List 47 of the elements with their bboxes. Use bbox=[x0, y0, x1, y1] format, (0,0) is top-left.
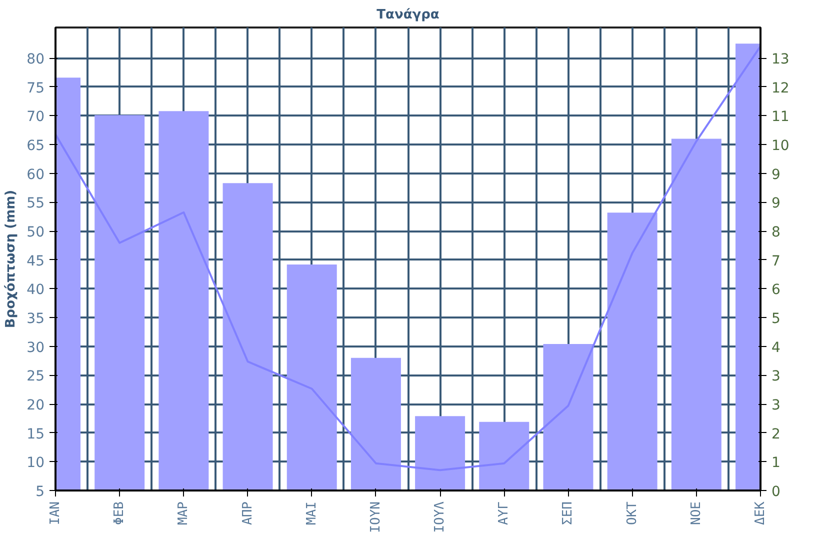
y2-tick-label: 11 bbox=[772, 109, 790, 126]
y-tick-label: 15 bbox=[26, 426, 45, 442]
line-series bbox=[56, 45, 760, 472]
y2-tick-label: 1 bbox=[772, 455, 780, 472]
y-tick-label: 60 bbox=[26, 166, 45, 183]
x-tick-label: ΝΟΕ bbox=[688, 501, 704, 525]
x-tick-label: ΙΟΥΝ bbox=[368, 501, 384, 533]
y-tick-label: 70 bbox=[26, 109, 45, 126]
x-tick-label: ΣΕΠ bbox=[560, 501, 576, 525]
y2-tick-label: 5 bbox=[772, 311, 780, 328]
y-tick-label: 10 bbox=[26, 455, 45, 472]
y-tick-label: 75 bbox=[26, 80, 45, 96]
y2-tick-label: 3 bbox=[772, 398, 780, 414]
x-tick-label: ΔΕΚ bbox=[753, 501, 768, 525]
x-tick-label: ΜΑΡ bbox=[176, 501, 192, 525]
x-tick-label: ΜΑΙ bbox=[304, 501, 320, 525]
y-tick-label: 45 bbox=[26, 253, 45, 270]
y-tick-label: 35 bbox=[26, 311, 45, 328]
y-tick-label: 25 bbox=[26, 368, 45, 385]
y2-tick-label: 7 bbox=[772, 253, 780, 270]
y2-tick-label: 6 bbox=[772, 282, 780, 298]
y-tick-label: 80 bbox=[26, 52, 45, 68]
y2-tick-label: 9 bbox=[772, 166, 780, 183]
y-tick-label: 55 bbox=[26, 196, 45, 212]
x-tick-label: ΦΕΒ bbox=[112, 501, 128, 525]
y-tick-label: 30 bbox=[26, 340, 45, 356]
x-tick-label: ΙΟΥΛ bbox=[432, 501, 448, 533]
y2-tick-label: 4 bbox=[772, 340, 780, 356]
x-tick-label: ΑΥΓ bbox=[496, 501, 512, 525]
chart-title: Τανάγρα bbox=[376, 8, 440, 22]
y2-tick-label: 8 bbox=[772, 224, 780, 241]
y2-tick-label: 0 bbox=[772, 484, 780, 500]
y2-tick-label: 9 bbox=[772, 196, 780, 212]
y-tick-label: 40 bbox=[26, 282, 45, 298]
y2-tick-label: 13 bbox=[772, 52, 790, 68]
y2-tick-label: 12 bbox=[772, 80, 790, 96]
x-tick-label: ΑΠΡ bbox=[240, 501, 256, 525]
y-tick-label: 50 bbox=[26, 224, 45, 241]
y-tick-label: 20 bbox=[26, 398, 45, 414]
y2-tick-label: 3 bbox=[772, 368, 780, 385]
x-tick-label: ΙΑΝ bbox=[48, 501, 63, 525]
x-tick-label: ΟΚΤ bbox=[624, 501, 640, 525]
y-axis-title: Βροχόπτωση (mm) bbox=[4, 190, 19, 328]
y2-tick-label: 10 bbox=[772, 138, 790, 154]
y-tick-label: 65 bbox=[26, 138, 45, 154]
y-tick-label: 5 bbox=[36, 484, 45, 500]
y2-tick-label: 2 bbox=[772, 426, 780, 442]
